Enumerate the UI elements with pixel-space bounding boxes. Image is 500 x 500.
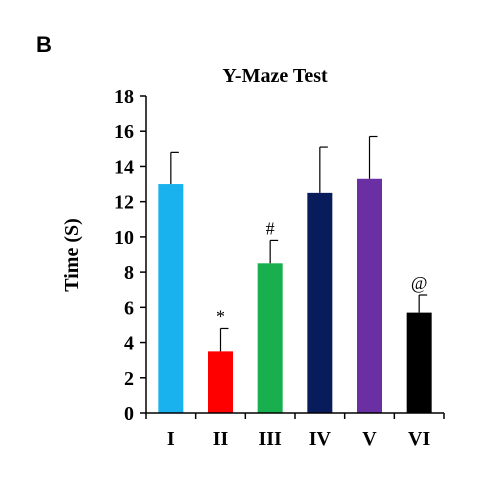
y-axis-label: Time (S) (61, 218, 83, 292)
bar-II (208, 351, 233, 413)
y-tick-label-2: 2 (124, 368, 134, 390)
significance-mark-III: # (266, 218, 275, 238)
x-tick-label-III: III (258, 428, 282, 450)
y-tick-label-8: 8 (124, 262, 134, 284)
bar-V (357, 178, 382, 413)
y-tick-label-4: 4 (124, 333, 134, 355)
y-tick-label-0: 0 (124, 403, 134, 425)
y-tick-label-16: 16 (114, 121, 134, 143)
y-tick-label-18: 18 (114, 86, 134, 108)
x-tick-label-VI: VI (408, 428, 430, 450)
y-tick-label-14: 14 (114, 156, 134, 178)
y-tick-label-6: 6 (124, 297, 134, 319)
chart-title: Y-Maze Test (222, 65, 328, 87)
x-tick-label-IV: IV (309, 428, 332, 450)
bar-IV (307, 192, 333, 413)
panel-label: B (36, 32, 52, 57)
significance-mark-VI: @ (411, 273, 428, 293)
y-tick-label-12: 12 (114, 192, 134, 214)
x-tick-label-I: I (167, 428, 175, 450)
bar-VI (406, 312, 432, 413)
significance-mark-II: * (216, 306, 225, 326)
y-tick-label-10: 10 (114, 227, 134, 249)
bar-I (158, 184, 184, 413)
plot-area: I * II # III IV V @ VI 0 2 4 6 8 10 12 14 16 18 (114, 86, 445, 450)
x-tick-label-V: V (362, 428, 377, 450)
bar-III (257, 263, 283, 413)
x-tick-label-II: II (213, 428, 229, 450)
